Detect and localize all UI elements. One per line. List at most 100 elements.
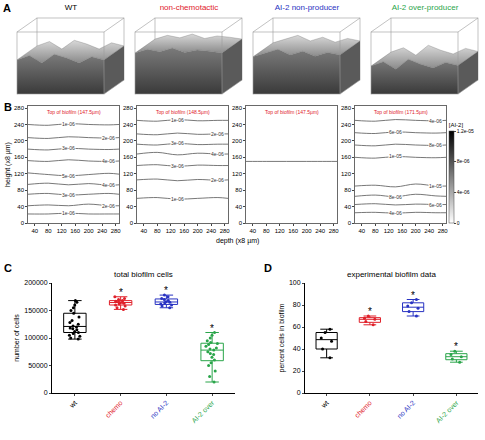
svg-text:40: 40 [31, 228, 38, 234]
svg-text:160: 160 [70, 228, 81, 234]
svg-text:160: 160 [123, 154, 134, 160]
svg-text:1e-06: 1e-06 [62, 121, 75, 127]
svg-text:*: * [119, 287, 123, 298]
svg-text:3e-06: 3e-06 [62, 145, 75, 151]
svg-text:depth (x8 µm): depth (x8 µm) [216, 237, 259, 245]
svg-text:240: 240 [232, 122, 243, 128]
svg-text:percent cells in biofilm: percent cells in biofilm [278, 303, 286, 372]
svg-text:2e-06: 2e-06 [102, 135, 115, 141]
svg-text:240: 240 [123, 122, 134, 128]
svg-text:1.2e-05: 1.2e-05 [457, 128, 474, 134]
svg-text:120: 120 [57, 228, 68, 234]
svg-text:80: 80 [293, 301, 301, 308]
svg-text:160: 160 [232, 154, 243, 160]
svg-text:160: 160 [397, 228, 408, 234]
svg-text:2e-06: 2e-06 [211, 177, 224, 183]
svg-text:120: 120 [123, 171, 134, 177]
svg-text:C: C [4, 262, 12, 274]
svg-text:200: 200 [123, 138, 134, 144]
svg-text:280: 280 [111, 228, 122, 234]
svg-text:80: 80 [344, 187, 351, 193]
svg-text:280: 280 [123, 105, 134, 111]
svg-text:200: 200 [341, 138, 352, 144]
svg-text:280: 280 [220, 228, 231, 234]
svg-text:80: 80 [126, 187, 133, 193]
svg-text:80: 80 [45, 228, 52, 234]
svg-text:80: 80 [372, 228, 379, 234]
svg-text:total biofilm cells: total biofilm cells [114, 270, 173, 279]
svg-text:*: * [411, 290, 415, 301]
svg-text:100000: 100000 [24, 334, 47, 341]
svg-text:AI-2 over: AI-2 over [435, 399, 461, 425]
svg-text:WT: WT [65, 3, 78, 12]
svg-text:200: 200 [302, 228, 313, 234]
svg-text:chemo: chemo [353, 399, 373, 419]
svg-text:20: 20 [293, 367, 301, 374]
svg-text:160: 160 [14, 154, 25, 160]
svg-text:0: 0 [130, 220, 134, 226]
svg-text:[AI-2]: [AI-2] [449, 122, 464, 128]
svg-text:*: * [368, 306, 372, 317]
svg-text:*: * [454, 341, 458, 352]
svg-text:120: 120 [232, 171, 243, 177]
svg-text:1e-06: 1e-06 [62, 210, 75, 216]
svg-text:150000: 150000 [24, 307, 47, 314]
svg-text:2e-06: 2e-06 [102, 203, 115, 209]
svg-text:240: 240 [424, 228, 435, 234]
svg-text:Top of biofilm (171.5µm): Top of biofilm (171.5µm) [374, 109, 428, 115]
svg-text:40: 40 [140, 228, 147, 234]
svg-text:Top of biofilm (147.5µm): Top of biofilm (147.5µm) [265, 109, 319, 115]
svg-text:240: 240 [315, 228, 326, 234]
svg-text:40: 40 [235, 204, 242, 210]
svg-text:0: 0 [239, 220, 243, 226]
svg-text:200: 200 [193, 228, 204, 234]
svg-text:AI-2 over: AI-2 over [190, 399, 216, 425]
svg-text:6e-06: 6e-06 [389, 129, 402, 135]
svg-text:0: 0 [297, 389, 301, 396]
svg-text:AI-2 over-producer: AI-2 over-producer [392, 3, 459, 12]
svg-text:3e-06: 3e-06 [171, 163, 184, 169]
svg-text:160: 160 [288, 228, 299, 234]
svg-text:280: 280 [438, 228, 449, 234]
svg-text:200: 200 [232, 138, 243, 144]
svg-text:8e-06: 8e-06 [429, 142, 442, 148]
svg-text:experimental biofilm data: experimental biofilm data [347, 270, 436, 279]
svg-text:0: 0 [21, 220, 25, 226]
svg-text:number of cells: number of cells [13, 314, 20, 362]
svg-text:120: 120 [166, 228, 177, 234]
svg-text:2e-06: 2e-06 [211, 131, 224, 137]
svg-text:80: 80 [17, 187, 24, 193]
svg-text:240: 240 [341, 122, 352, 128]
svg-text:wt: wt [319, 399, 330, 410]
svg-text:B: B [4, 101, 12, 113]
svg-text:chemo: chemo [104, 399, 124, 419]
svg-text:non-chemotactic: non-chemotactic [160, 3, 219, 12]
svg-text:100: 100 [289, 279, 301, 286]
svg-text:8e-06: 8e-06 [457, 158, 470, 164]
svg-text:40: 40 [249, 228, 256, 234]
svg-text:160: 160 [179, 228, 190, 234]
svg-text:200: 200 [84, 228, 95, 234]
svg-text:4e-06: 4e-06 [102, 182, 115, 188]
svg-text:80: 80 [154, 228, 161, 234]
svg-text:0: 0 [457, 220, 460, 226]
svg-text:*: * [164, 285, 168, 296]
svg-text:50000: 50000 [28, 362, 48, 369]
svg-text:4e-06: 4e-06 [457, 189, 470, 195]
svg-text:40: 40 [293, 345, 301, 352]
svg-text:1e-05: 1e-05 [429, 183, 442, 189]
svg-text:40: 40 [344, 204, 351, 210]
svg-text:80: 80 [235, 187, 242, 193]
svg-text:height (x8 µm): height (x8 µm) [4, 142, 12, 187]
svg-text:AI-2 non-producer: AI-2 non-producer [275, 3, 340, 12]
svg-text:280: 280 [232, 105, 243, 111]
svg-text:160: 160 [341, 154, 352, 160]
svg-text:wt: wt [67, 399, 78, 410]
svg-text:3e-06: 3e-06 [171, 140, 184, 146]
svg-text:80: 80 [263, 228, 270, 234]
svg-text:1e-05: 1e-05 [389, 153, 402, 159]
svg-text:8e-06: 8e-06 [389, 194, 402, 200]
svg-text:5e-06: 5e-06 [62, 173, 75, 179]
svg-text:0: 0 [44, 389, 48, 396]
svg-text:40: 40 [126, 204, 133, 210]
